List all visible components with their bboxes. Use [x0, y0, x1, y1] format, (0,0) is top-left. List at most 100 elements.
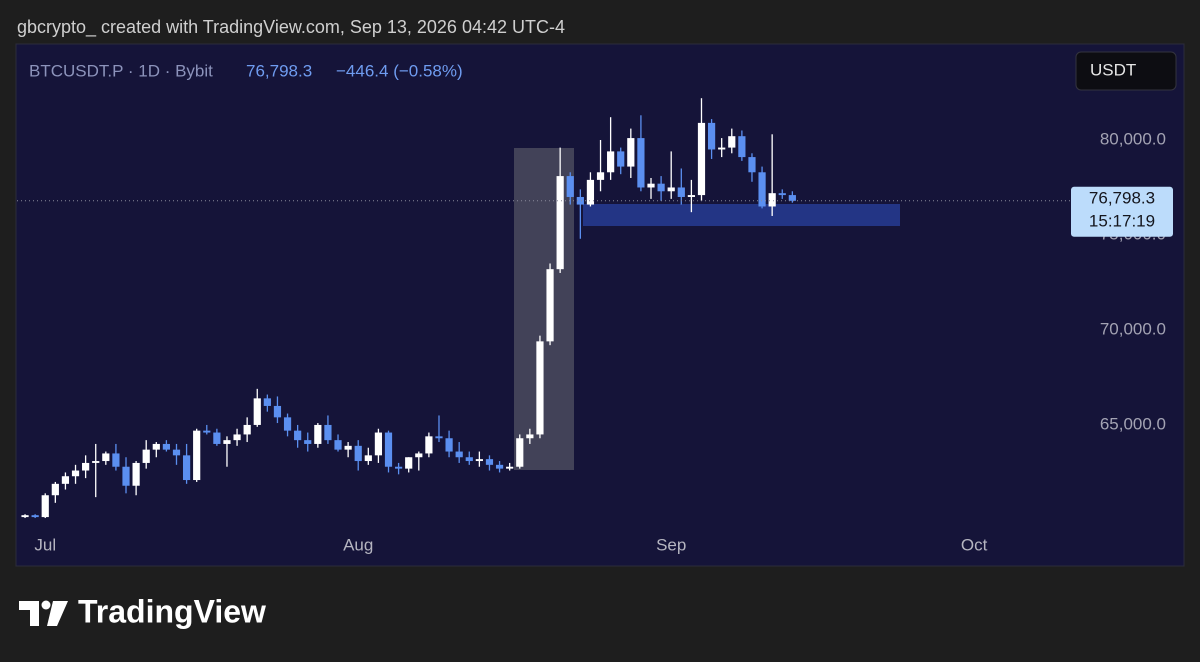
candle-body	[132, 462, 140, 486]
candle-body	[162, 443, 170, 450]
candle-body	[738, 136, 746, 158]
candle-body	[556, 176, 564, 270]
candle-body	[667, 187, 675, 192]
candle-body	[334, 440, 342, 450]
candle-body	[657, 183, 665, 192]
candle-body	[182, 455, 191, 481]
candle-body	[475, 459, 483, 462]
symbol: BTCUSDT.P · 1D · Bybit	[29, 61, 213, 80]
candle-body	[92, 461, 100, 463]
candle-body	[152, 443, 160, 450]
candle-body	[455, 451, 463, 458]
last-price-badge	[1071, 186, 1173, 237]
candle-body	[778, 193, 786, 196]
candle-body	[304, 440, 312, 444]
logo	[19, 600, 68, 626]
candle-body	[707, 122, 716, 150]
highlight-box	[514, 148, 574, 470]
candle-body	[768, 193, 776, 207]
candle-body	[546, 269, 554, 342]
candle-body	[364, 455, 372, 462]
candle-body	[253, 398, 261, 425]
candle-body	[536, 341, 544, 435]
candle-body	[607, 151, 615, 173]
countdown: 15:17:19	[1089, 211, 1155, 230]
currency: USDT	[1090, 60, 1136, 79]
candle-body	[596, 172, 605, 180]
candle-body	[576, 196, 584, 205]
x-tick-label: Jul	[34, 535, 56, 554]
y-tick-label: 65,000.0	[1100, 414, 1166, 433]
candle-body	[516, 438, 524, 467]
candle-body	[445, 438, 453, 452]
candle-body	[122, 466, 130, 486]
logo-icon	[47, 601, 68, 626]
candle-body	[374, 432, 383, 456]
candle-body	[283, 417, 292, 431]
x-tick-label: Sep	[656, 535, 686, 554]
candle-body	[273, 405, 282, 418]
chart-panel	[15, 43, 1185, 567]
logo-icon	[19, 601, 39, 626]
candle-body	[263, 398, 271, 406]
y-tick-label: 80,000.0	[1100, 129, 1166, 148]
candle-body	[435, 436, 443, 439]
candle-body	[243, 424, 251, 435]
candle-body	[718, 147, 726, 150]
candle-body	[415, 453, 423, 458]
candle-body	[627, 138, 635, 167]
candle-body	[788, 195, 796, 201]
candle-body	[21, 515, 29, 518]
marks	[21, 98, 796, 519]
candle-body	[324, 424, 332, 441]
candle-body	[697, 122, 706, 196]
candle-body	[102, 453, 110, 462]
candle-body	[566, 176, 574, 197]
candle-body	[617, 151, 625, 167]
candle-body	[354, 445, 362, 462]
logo-icon	[41, 600, 51, 610]
candle-body	[506, 466, 514, 469]
candle-body	[172, 449, 181, 456]
zone-box	[583, 204, 900, 226]
candle-body	[61, 476, 70, 484]
candle-body	[758, 172, 766, 207]
candle-body	[51, 483, 59, 496]
candle-body	[294, 430, 302, 441]
candle-body	[344, 445, 352, 450]
candle-body	[405, 457, 413, 469]
header-price: 76,798.3	[246, 61, 312, 80]
candle-body	[71, 470, 80, 477]
header-change: −446.4 (−0.58%)	[336, 61, 463, 80]
currency-box[interactable]	[1075, 51, 1177, 91]
candle-body	[314, 424, 322, 444]
candle-body	[213, 432, 221, 444]
x-tick-label: Oct	[961, 535, 988, 554]
x-tick-label: Aug	[343, 535, 373, 554]
candle-body	[41, 495, 49, 518]
y-tick-label: 70,000.0	[1100, 319, 1166, 338]
candle-body	[82, 462, 90, 471]
candle-body	[647, 183, 655, 188]
candle-body	[203, 430, 211, 433]
candle-body	[233, 434, 241, 441]
candle-body	[526, 434, 534, 439]
candle-body	[485, 459, 494, 465]
candle-body	[586, 179, 595, 205]
last-price-label: 76,798.3	[1089, 188, 1155, 207]
candle-body	[728, 136, 736, 148]
candle-body	[384, 432, 393, 467]
candle-body	[142, 449, 150, 463]
candle-body	[677, 187, 685, 197]
brand: TradingView	[78, 593, 266, 629]
candle-body	[748, 157, 756, 173]
candle-body	[31, 515, 39, 518]
candle-body	[687, 195, 695, 197]
candle-body	[495, 464, 504, 469]
candle-body	[637, 138, 645, 188]
caption: gbcrypto_ created with TradingView.com, …	[17, 17, 565, 38]
candle-body	[465, 457, 473, 462]
candle-body	[395, 466, 403, 469]
